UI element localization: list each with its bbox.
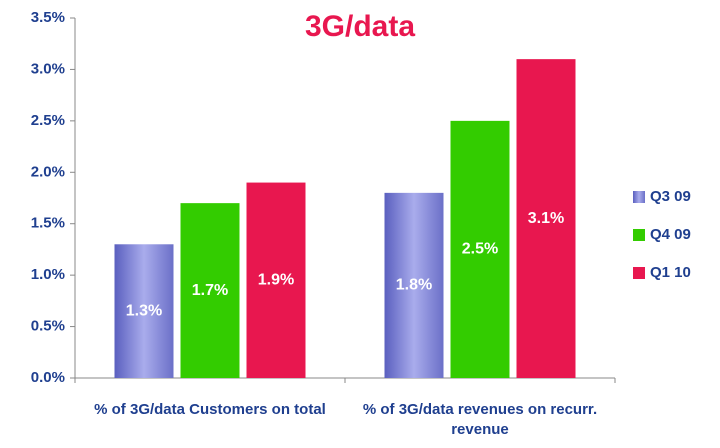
y-tick-label: 3.5% — [31, 9, 65, 26]
y-tick-label: 0.0% — [31, 369, 65, 386]
legend-label: Q4 09 — [650, 226, 691, 243]
legend-label: Q1 10 — [650, 264, 691, 281]
bar — [384, 192, 444, 378]
x-tick-label: % of 3G/data revenues on recurr. revenue — [362, 401, 598, 438]
bar — [516, 59, 576, 379]
value-label: 1.9% — [258, 272, 294, 289]
value-label: 1.3% — [126, 302, 162, 319]
y-tick-label: 1.5% — [31, 215, 65, 232]
bar — [180, 203, 240, 378]
legend-label: Q3 09 — [650, 188, 691, 205]
legend-swatch — [633, 191, 645, 203]
legend-swatch — [633, 267, 645, 279]
value-label: 1.8% — [396, 277, 432, 294]
y-tick-label: 0.5% — [31, 318, 65, 335]
value-label: 3.1% — [528, 210, 564, 227]
value-label: 2.5% — [462, 241, 498, 258]
y-tick-label: 3.0% — [31, 60, 65, 77]
bar — [246, 182, 306, 378]
bar — [114, 244, 174, 378]
legend-swatch — [633, 229, 645, 241]
bar — [450, 120, 510, 378]
x-tick-label: % of 3G/data Customers on total — [94, 401, 326, 418]
y-tick-label: 1.0% — [31, 266, 65, 283]
y-tick-label: 2.5% — [31, 112, 65, 129]
y-tick-label: 2.0% — [31, 163, 65, 180]
value-label: 1.7% — [192, 282, 228, 299]
chart-title: 3G/data — [305, 10, 415, 43]
